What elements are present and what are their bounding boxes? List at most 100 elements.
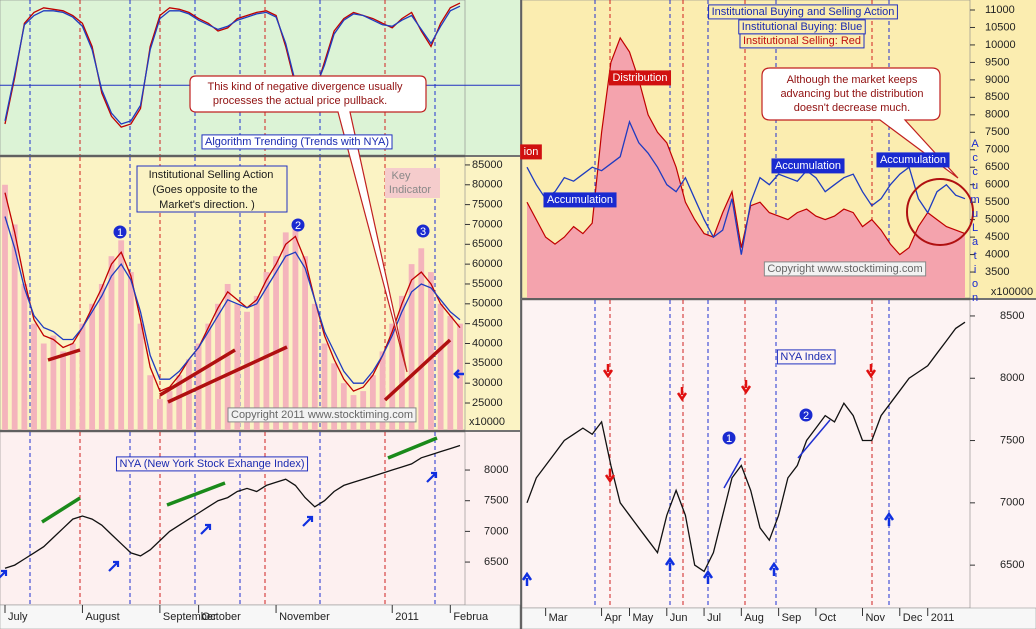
chart-title: Institutional Selling Action (149, 169, 274, 181)
arrow (702, 569, 714, 584)
bar (89, 303, 96, 430)
bar (331, 363, 338, 430)
y-tick-label: 7000 (484, 525, 508, 537)
x-tick-label: Apr (605, 612, 622, 624)
line (526, 119, 966, 255)
label: Copyright 2011 www.stocktiming.com (231, 409, 413, 421)
label-box (520, 144, 542, 160)
chart-title: NYA (New York Stock Exhange Index) (119, 458, 304, 470)
bar (428, 272, 434, 430)
bar (215, 303, 221, 430)
label-box (739, 33, 865, 49)
marker-label: 2 (295, 220, 301, 232)
label: (Goes opposite to the (152, 184, 257, 196)
label-box (763, 261, 927, 277)
bar (147, 375, 154, 430)
y-tick-label: 8000 (985, 109, 1009, 121)
bar (69, 343, 76, 430)
y-tick-label: 7000 (1000, 497, 1024, 509)
label: doesn't decrease much. (794, 102, 910, 114)
label-box (201, 134, 393, 150)
y-tick-label: 8500 (985, 91, 1009, 103)
trend-line (47, 348, 81, 362)
bar (156, 399, 163, 430)
bar (311, 303, 318, 430)
marker-label: 1 (726, 433, 732, 445)
bar (224, 283, 231, 430)
label: Accumulation (775, 160, 841, 172)
bar (379, 351, 386, 430)
label: Accumulation (547, 194, 613, 206)
bar (118, 240, 125, 430)
arrow (740, 380, 752, 395)
x-tick-label: Mar (549, 612, 568, 624)
bar (399, 295, 405, 430)
bar (21, 283, 28, 430)
x-tick-label: Aug (744, 612, 764, 624)
trend-line (797, 419, 831, 459)
bar (273, 256, 279, 430)
y-tick-label: 7500 (985, 126, 1009, 138)
bar (234, 303, 241, 430)
y-tick-label: 35000 (472, 357, 503, 369)
arrow (108, 560, 120, 572)
y-tick-label: 7500 (484, 495, 508, 507)
y-tick-label: 25000 (472, 397, 503, 409)
x-tick-label: September (163, 611, 217, 623)
y-tick-label: 5500 (985, 196, 1009, 208)
x-tick-label: Dec (903, 612, 923, 624)
y-tick-label: 85000 (472, 159, 503, 171)
bar (2, 184, 8, 430)
plot-bg (521, 299, 971, 609)
label-box (543, 192, 617, 208)
line (526, 321, 966, 573)
bar (253, 295, 260, 430)
label: x100000 (991, 286, 1033, 298)
bar (127, 272, 134, 430)
y-tick-label: 55000 (472, 278, 503, 290)
y-tick-label: 10000 (985, 39, 1016, 51)
label-box (776, 349, 836, 365)
label: Institutional Buying: Blue (742, 21, 862, 33)
label-box (115, 456, 309, 472)
label: Although the market keeps (787, 74, 918, 86)
y-tick-label: 65000 (472, 238, 503, 250)
label: AccumuLation (969, 138, 981, 306)
y-tick-label: 5000 (985, 214, 1009, 226)
trend-line (159, 348, 236, 397)
arrow (426, 471, 438, 483)
marker-label: 1 (117, 227, 123, 239)
x-tick-label: August (85, 611, 119, 623)
label: advancing but the distribution (780, 88, 923, 100)
label: Accumulation (880, 154, 946, 166)
y-tick-label: 50000 (472, 298, 503, 310)
marker-label: 2 (803, 410, 809, 422)
label-box (708, 4, 898, 20)
label: Distribution (612, 72, 667, 84)
y-tick-label: 9000 (985, 74, 1009, 86)
bar (282, 232, 289, 430)
bar (263, 272, 270, 430)
y-tick-label: 6500 (1000, 559, 1024, 571)
trend-line (167, 345, 288, 404)
label: Indicator (389, 184, 432, 196)
line (4, 444, 461, 569)
bar (166, 391, 173, 430)
arrow (453, 369, 464, 379)
chart-title: NYA Index (780, 351, 832, 363)
y-tick-label: 6000 (985, 179, 1009, 191)
arrow (664, 556, 676, 571)
trend-line (383, 338, 452, 402)
y-tick-label: 10500 (985, 21, 1016, 33)
x-tick-label: 2011 (395, 611, 419, 623)
arrow (604, 469, 616, 484)
bar (369, 375, 376, 430)
marker (416, 224, 430, 238)
bar (176, 375, 183, 430)
chart-title: Algorithm Trending (Trends with NYA) (205, 136, 389, 148)
trend-line (387, 436, 438, 460)
x-tick-label: 2011 (931, 612, 955, 624)
y-tick-label: 4500 (985, 231, 1009, 243)
label: x10000 (469, 416, 505, 428)
